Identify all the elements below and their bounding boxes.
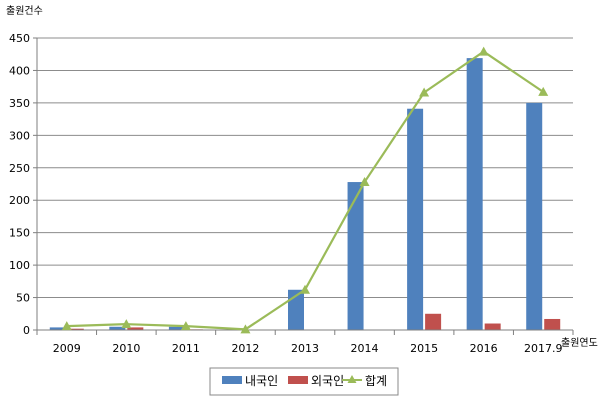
bars bbox=[49, 58, 561, 331]
y-tick-label-0: 0 bbox=[23, 324, 30, 337]
total-point-3 bbox=[240, 324, 251, 334]
y-axis-title: 출원건수 bbox=[6, 5, 43, 17]
legend-label-total: 합계 bbox=[365, 374, 387, 388]
gridlines bbox=[33, 37, 573, 331]
bar-foreign-0 bbox=[67, 328, 84, 330]
legend-label-domestic: 내국인 bbox=[245, 374, 278, 388]
legend: 내국인 외국인 합계 bbox=[209, 367, 399, 396]
bar-domestic-2 bbox=[168, 326, 185, 330]
total-point-7 bbox=[478, 46, 489, 56]
bar-domestic-8 bbox=[526, 102, 543, 330]
x-tick-label-8: 2017.9 bbox=[524, 342, 563, 355]
legend-swatch-domestic bbox=[222, 376, 242, 384]
y-tick-label-5: 250 bbox=[9, 162, 30, 175]
x-axis-title: 출원연도 bbox=[561, 337, 598, 349]
bar-foreign-1 bbox=[127, 327, 144, 330]
total-point-8 bbox=[538, 86, 549, 96]
bar-foreign-8 bbox=[544, 318, 561, 330]
bar-domestic-1 bbox=[109, 326, 126, 330]
y-tick-label-1: 50 bbox=[16, 292, 30, 305]
x-tick-label-2: 2011 bbox=[172, 342, 200, 355]
x-tick-label-1: 2010 bbox=[112, 342, 140, 355]
bar-domestic-5 bbox=[347, 182, 364, 330]
y-tick-label-3: 150 bbox=[9, 227, 30, 240]
bar-foreign-7 bbox=[484, 323, 501, 330]
total-point-5 bbox=[359, 177, 370, 187]
total-point-4 bbox=[300, 284, 310, 294]
x-tick-label-3: 2012 bbox=[231, 342, 259, 355]
y-tick-label-9: 450 bbox=[9, 32, 30, 45]
total-point-6 bbox=[419, 87, 430, 97]
y-tick-labels: 0 50 100 150 200 250 300 350 400 450 bbox=[9, 32, 30, 337]
x-tick-label-6: 2015 bbox=[410, 342, 438, 355]
legend-swatch-total-marker bbox=[347, 375, 357, 383]
bar-domestic-0 bbox=[49, 327, 66, 330]
x-tick-labels: 2009 2010 2011 2012 2013 2014 2015 2016 2017.9 bbox=[53, 342, 563, 355]
total-point-0 bbox=[61, 321, 72, 331]
x-tick-label-0: 2009 bbox=[53, 342, 81, 355]
x-tick-label-4: 2013 bbox=[291, 342, 319, 355]
y-tick-label-6: 300 bbox=[9, 129, 30, 142]
bar-domestic-7 bbox=[466, 58, 483, 331]
bar-foreign-6 bbox=[425, 313, 442, 330]
y-tick-label-2: 100 bbox=[9, 259, 30, 272]
bar-domestic-4 bbox=[288, 289, 304, 330]
y-tick-label-7: 350 bbox=[9, 97, 30, 110]
x-tick-label-5: 2014 bbox=[351, 342, 379, 355]
legend-label-foreign: 외국인 bbox=[311, 374, 344, 388]
legend-swatch-foreign bbox=[288, 376, 308, 384]
bar-domestic-6 bbox=[407, 108, 424, 331]
axes bbox=[36, 38, 574, 335]
y-tick-label-4: 200 bbox=[9, 194, 30, 207]
y-tick-label-8: 400 bbox=[9, 64, 30, 77]
total-line bbox=[61, 46, 549, 334]
x-tick-label-7: 2016 bbox=[470, 342, 498, 355]
total-point-1 bbox=[121, 319, 132, 329]
total-point-2 bbox=[180, 321, 191, 331]
